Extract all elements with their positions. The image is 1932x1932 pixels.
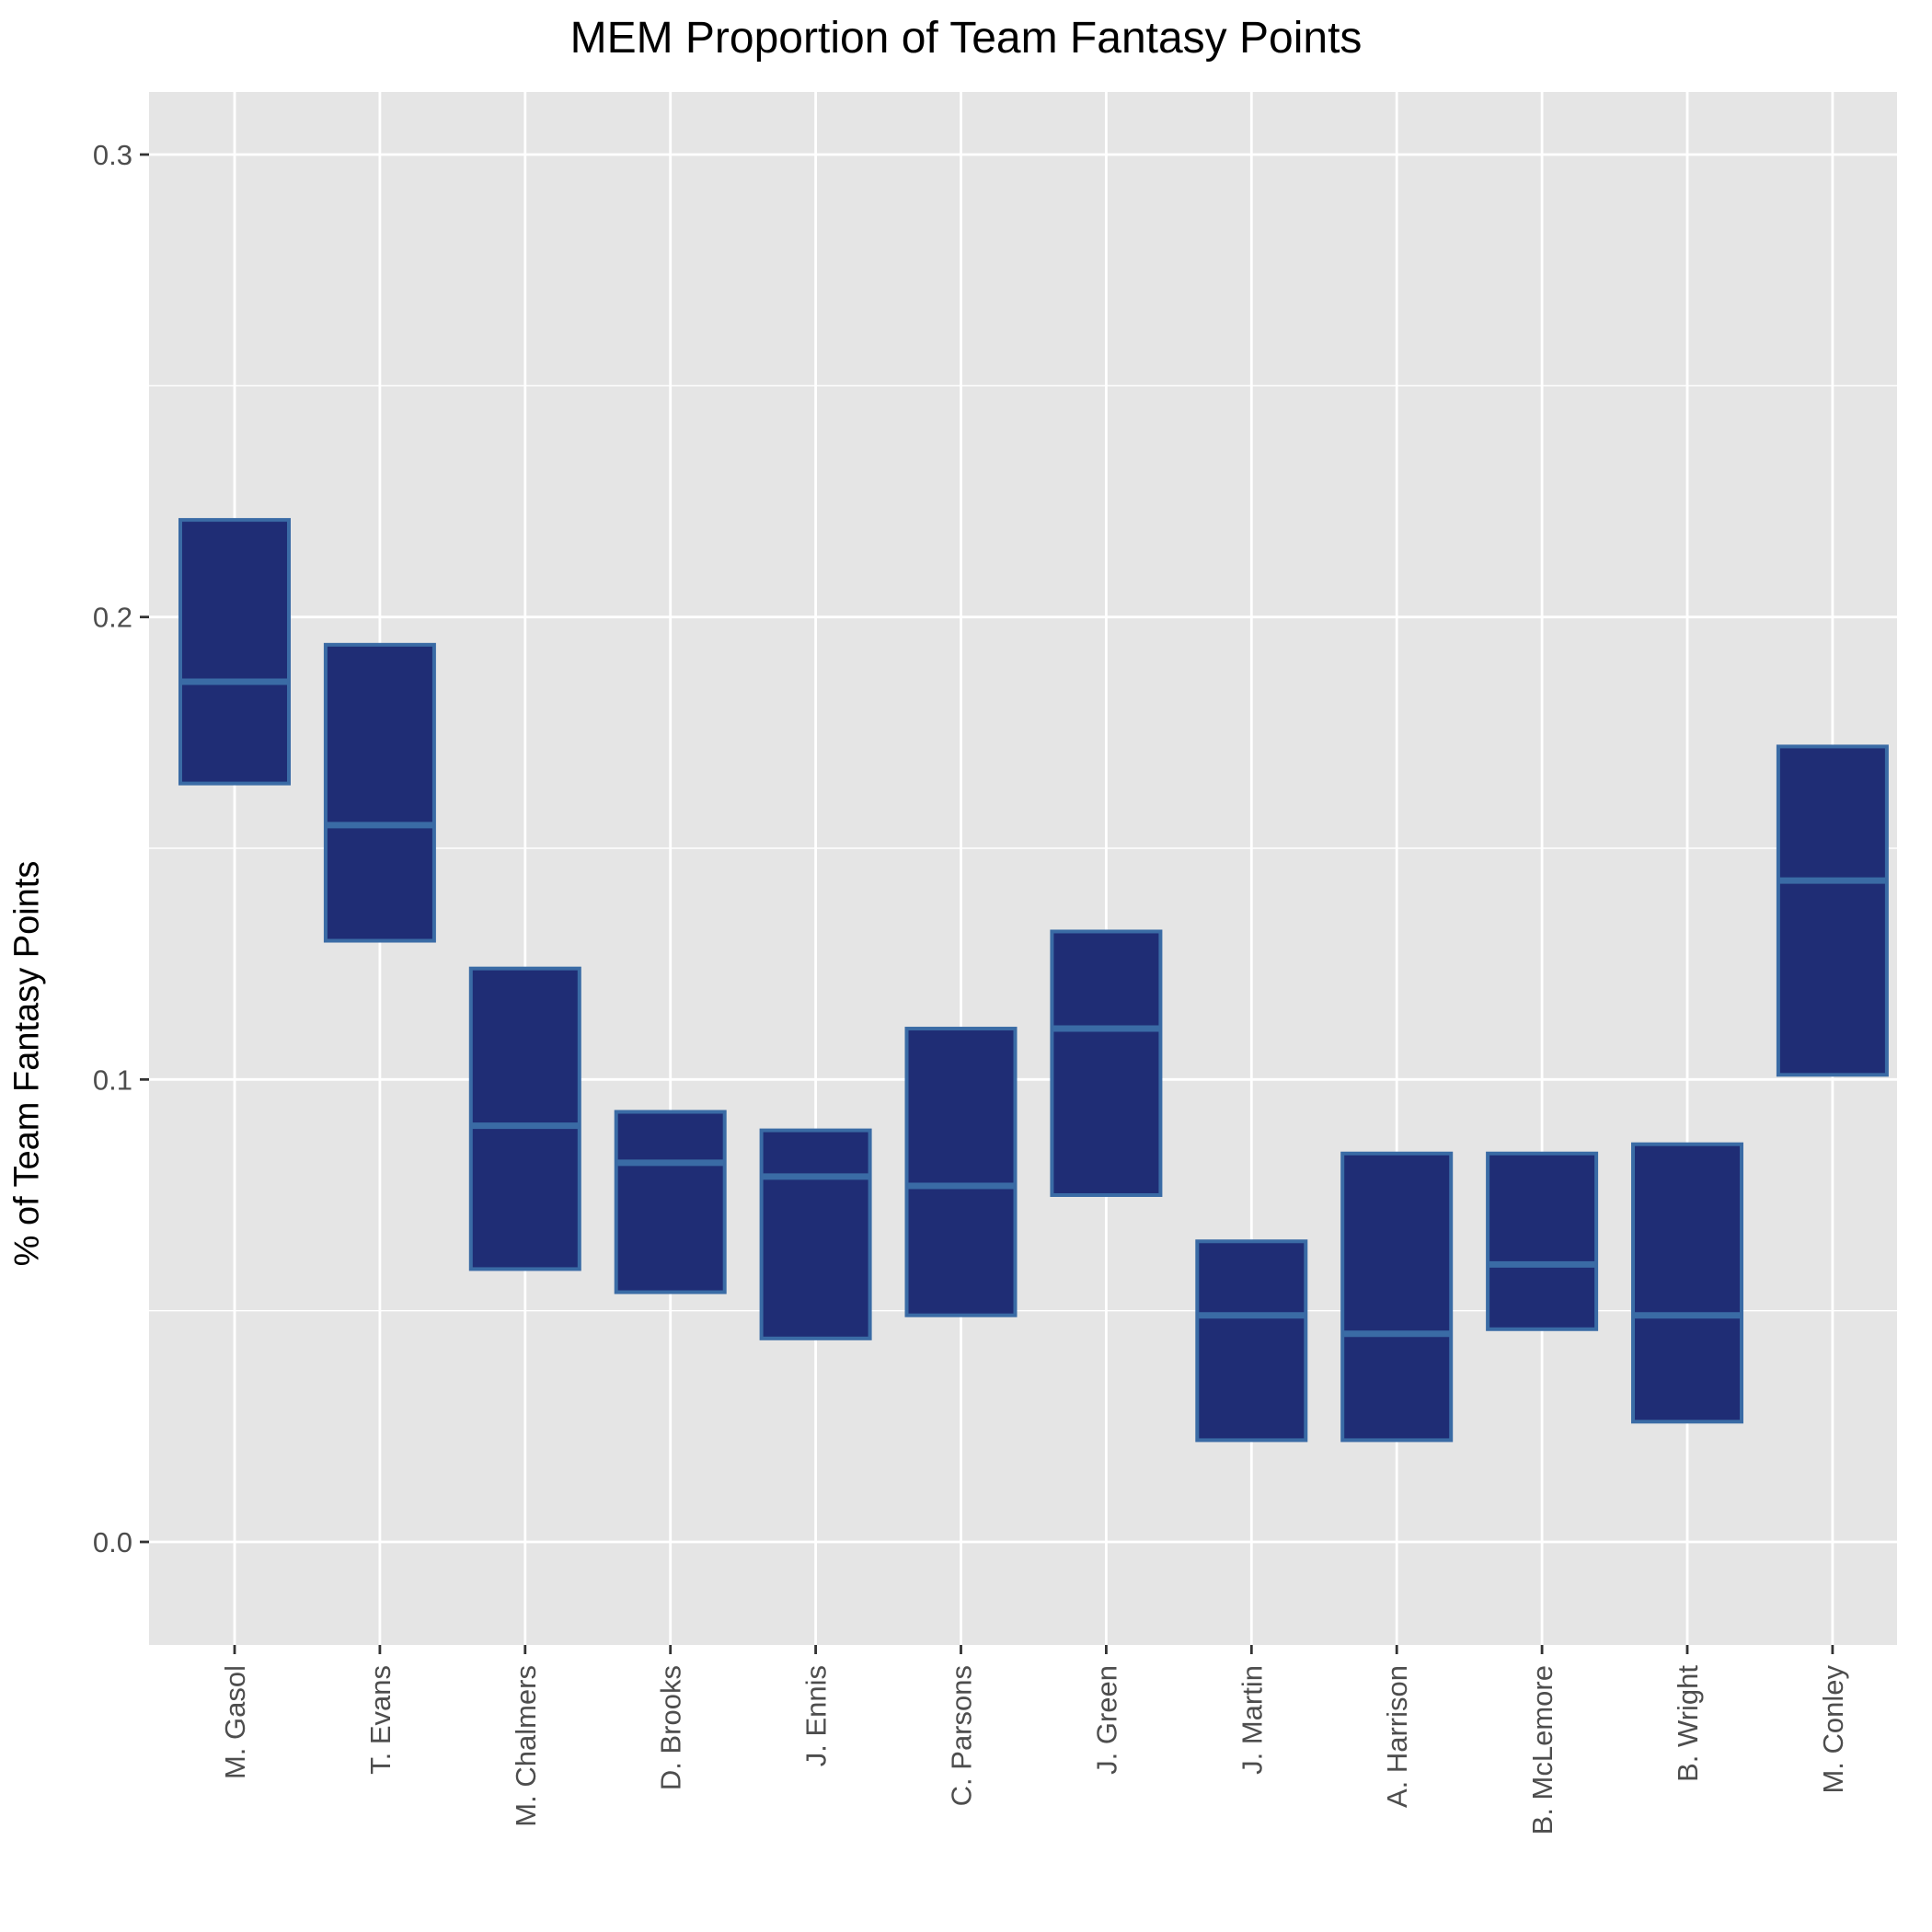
plot-panel <box>149 92 1897 1645</box>
x-tick-label: J. Green <box>1090 1665 1122 1775</box>
x-tick-label: D. Brooks <box>655 1665 687 1790</box>
x-tick-label: T. Evans <box>364 1665 397 1775</box>
range-box <box>1340 1151 1454 1443</box>
range-box <box>1631 1142 1743 1424</box>
range-box <box>904 1027 1018 1317</box>
range-box <box>468 966 581 1271</box>
y-axis: 0.0 0.1 0.2 0.3 <box>93 139 149 1558</box>
x-tick-label: J. Ennis <box>800 1665 833 1766</box>
grid-minor <box>149 385 1897 1312</box>
range-box <box>1195 1239 1308 1443</box>
y-tick-label: 0.1 <box>93 1064 132 1096</box>
x-tick-label: B. McLemore <box>1526 1665 1558 1834</box>
x-tick-label: C. Parsons <box>946 1665 978 1806</box>
range-box <box>759 1128 872 1340</box>
range-box <box>1776 744 1889 1077</box>
y-tick-label: 0.0 <box>93 1526 132 1558</box>
range-box <box>1050 929 1163 1197</box>
range-box <box>323 642 436 943</box>
range-box <box>614 1110 727 1294</box>
x-tick-label: J. Martin <box>1236 1665 1268 1775</box>
y-tick-label: 0.2 <box>93 602 132 634</box>
range-boxes <box>178 518 1889 1443</box>
x-axis: M. Gasol T. Evans M. Chalmers D. Brooks J. E… <box>219 1645 1849 1834</box>
y-tick-label: 0.3 <box>93 139 132 171</box>
x-tick-label: M. Conley <box>1817 1665 1849 1794</box>
range-box <box>178 518 291 786</box>
range-box <box>1486 1151 1599 1331</box>
chart-title: MEM Proportion of Team Fantasy Points <box>569 14 1363 63</box>
x-tick-label: M. Gasol <box>219 1665 251 1779</box>
x-tick-label: M. Chalmers <box>510 1665 542 1827</box>
x-tick-label: B. Wright <box>1672 1665 1704 1782</box>
x-tick-label: A. Harrison <box>1381 1665 1413 1808</box>
